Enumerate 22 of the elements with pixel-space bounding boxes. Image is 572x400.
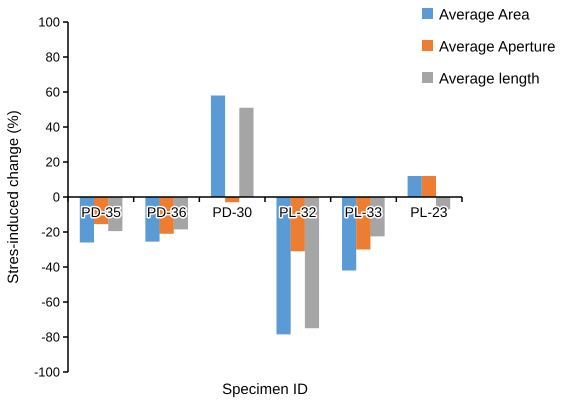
y-tick-label: -40	[41, 260, 60, 275]
bar	[408, 176, 422, 197]
bar	[210, 96, 226, 197]
y-tick-label: -20	[41, 224, 60, 240]
bar	[422, 176, 436, 197]
bar	[239, 108, 254, 197]
y-tick-label: -80	[41, 330, 60, 345]
y-axis-title: Stres-induced change (%)	[5, 110, 22, 284]
y-tick-label: 20	[46, 154, 60, 170]
y-tick-label: -60	[41, 294, 60, 310]
y-tick-label: 100	[38, 14, 60, 30]
y-tick-label: 80	[46, 50, 60, 65]
x-tick-label: PD-30	[212, 204, 252, 220]
y-tick-label: 40	[46, 120, 60, 135]
y-tick-label: 60	[46, 84, 60, 100]
x-axis-title: Specimen ID	[222, 381, 308, 398]
y-tick-label: -100	[34, 364, 60, 380]
y-tick-label: 0	[52, 190, 60, 205]
legend-label: Average length	[439, 70, 540, 88]
legend-label: Average Aperture	[439, 38, 556, 56]
legend-label: Average Area	[439, 6, 530, 24]
x-tick-label: PL-23	[410, 204, 448, 220]
